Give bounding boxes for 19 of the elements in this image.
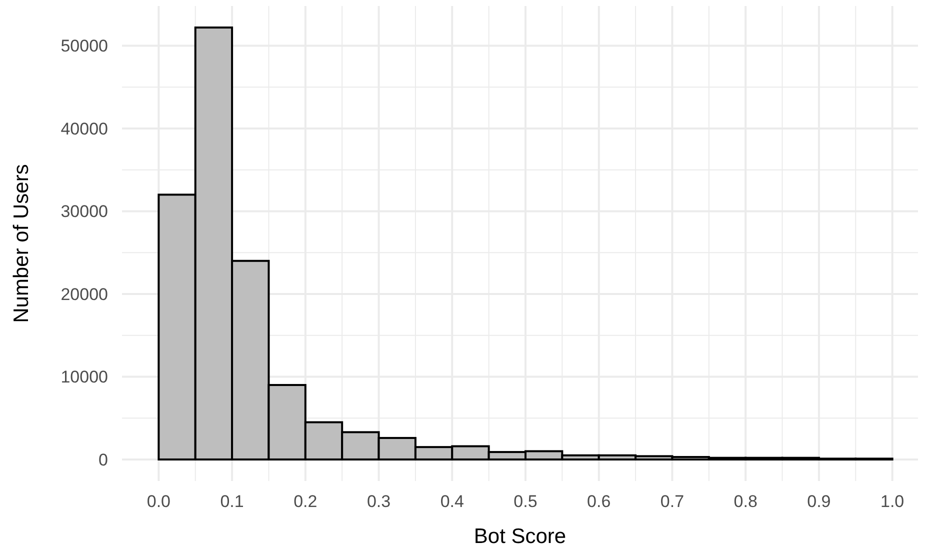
x-tick-label: 0.9 — [807, 492, 831, 511]
x-tick-label: 0.1 — [220, 492, 244, 511]
x-tick-label: 0.7 — [660, 492, 684, 511]
y-tick-label: 10000 — [60, 368, 108, 387]
x-tick-label: 0.2 — [294, 492, 318, 511]
y-tick-label: 50000 — [60, 36, 108, 56]
x-tick-label: 0.8 — [734, 492, 758, 511]
x-tick-label: 0.4 — [440, 492, 464, 511]
x-tick-label: 0.6 — [587, 492, 611, 511]
y-axis-title: Number of Users — [10, 164, 33, 323]
x-axis-title: Bot Score — [474, 525, 566, 548]
y-tick-label: 20000 — [60, 284, 108, 304]
x-tick-label: 1.0 — [880, 492, 904, 511]
y-tick-label: 30000 — [60, 202, 108, 222]
x-tick-label: 0.5 — [514, 492, 538, 511]
y-tick-label: 40000 — [60, 119, 108, 138]
x-tick-label: 0.0 — [146, 492, 170, 511]
y-tick-label: 0 — [98, 450, 108, 470]
x-tick-label: 0.3 — [366, 492, 391, 511]
